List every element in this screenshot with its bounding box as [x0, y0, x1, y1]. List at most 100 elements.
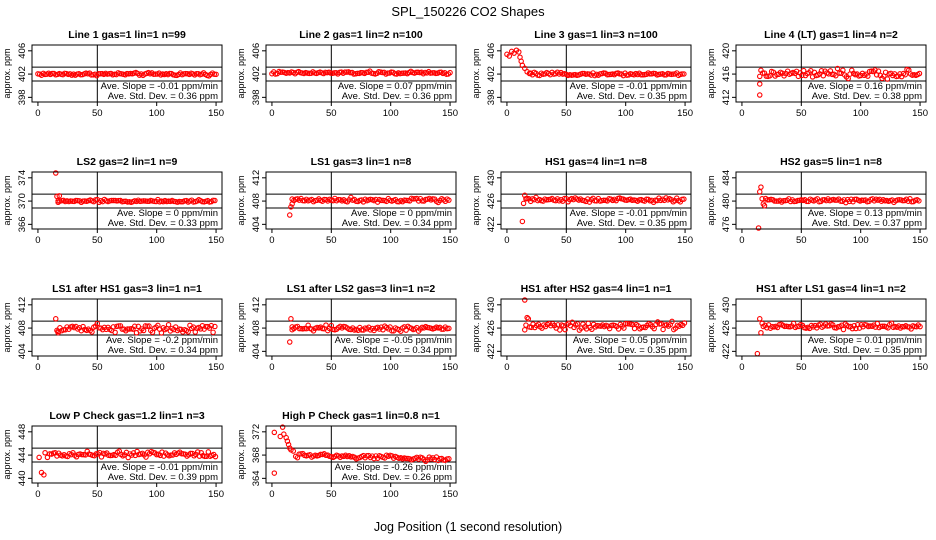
data-point — [110, 197, 117, 204]
x-tick-label: 150 — [677, 108, 693, 119]
stats-label: Ave. Std. Dev. = 0.35 ppm — [812, 345, 922, 356]
x-tick-label: 150 — [912, 108, 928, 119]
x-tick-label: 100 — [383, 235, 399, 246]
plot-frame — [31, 171, 223, 230]
stats-label: Ave. Slope = -0.01 ppm/min — [570, 208, 687, 219]
data-point — [203, 453, 210, 460]
y-tick-label: 412 — [251, 170, 262, 186]
chart-panel: Low P Check gas=1.2 lin=1 n=3 approx. ppm… — [2, 410, 224, 500]
x-tick-label: 100 — [383, 362, 399, 373]
data-point — [917, 323, 923, 330]
y-tick-label: 366 — [17, 216, 28, 232]
y-axis-label: approx. ppm — [236, 302, 246, 352]
x-tick-label: 0 — [739, 108, 744, 119]
y-axis-label: approx. ppm — [471, 48, 481, 98]
plot-frame — [31, 425, 223, 484]
x-tick-label: 150 — [442, 489, 458, 500]
y-tick-label: 412 — [251, 297, 262, 313]
x-tick-label: 100 — [853, 108, 869, 119]
data-point — [845, 75, 851, 82]
data-point — [96, 449, 103, 456]
y-tick-label: 484 — [721, 170, 732, 186]
x-tick-label: 0 — [504, 235, 509, 246]
stats-label: Ave. Slope = 0.05 ppm/min — [573, 335, 687, 346]
y-axis-label: approx. ppm — [706, 48, 716, 98]
y-tick-label: 426 — [486, 320, 497, 336]
x-tick-label: 0 — [35, 235, 40, 246]
x-tick-label: 50 — [796, 362, 807, 373]
chart-panel: HS1 gas=4 lin=1 n=8 approx. ppm 0 50 100 150 4… — [471, 156, 693, 246]
y-tick-label: 430 — [721, 297, 732, 313]
data-point — [756, 81, 763, 87]
data-point — [271, 470, 278, 476]
data-point — [52, 170, 59, 176]
stats-label: Ave. Slope = 0.16 ppm/min — [808, 81, 922, 92]
stats-label: Ave. Slope = -0.01 ppm/min — [101, 462, 218, 473]
data-point — [279, 424, 286, 430]
data-point — [342, 69, 348, 75]
data-point — [271, 429, 278, 436]
data-point — [403, 197, 409, 204]
data-point — [799, 72, 805, 79]
y-tick-label: 374 — [17, 170, 28, 186]
y-tick-label: 448 — [17, 424, 28, 440]
y-tick-label: 422 — [486, 343, 497, 359]
y-tick-label: 408 — [251, 193, 262, 209]
stats-label: Ave. Std. Dev. = 0.34 ppm — [108, 345, 218, 356]
data-point — [589, 326, 595, 333]
chart-panel: LS2 gas=2 lin=1 n=9 approx. ppm 0 50 100 150 3… — [2, 156, 224, 246]
y-axis-label: approx. ppm — [2, 48, 12, 98]
data-point — [178, 198, 184, 205]
stats-label: Ave. Slope = 0 ppm/min — [351, 208, 452, 219]
x-tick-label: 100 — [149, 489, 165, 500]
data-point — [185, 329, 191, 335]
x-tick-label: 100 — [853, 235, 869, 246]
data-point — [600, 197, 607, 204]
stats-label: Ave. Slope = 0.07 ppm/min — [338, 81, 452, 92]
y-tick-label: 412 — [721, 89, 732, 105]
panel-title: Line 3 gas=1 lin=3 n=100 — [534, 29, 658, 41]
plot-frame — [31, 44, 223, 103]
data-point — [521, 297, 528, 303]
data-point — [819, 197, 826, 203]
stats-label: Ave. Slope = 0 ppm/min — [117, 208, 218, 219]
data-point — [832, 197, 838, 203]
data-point — [89, 329, 95, 335]
data-point — [516, 49, 522, 55]
x-tick-label: 0 — [269, 108, 274, 119]
data-point — [669, 318, 675, 325]
data-point — [213, 71, 219, 78]
x-tick-label: 100 — [149, 362, 165, 373]
x-tick-label: 150 — [208, 235, 224, 246]
data-point — [818, 68, 825, 74]
data-point — [212, 197, 218, 204]
data-point — [286, 212, 293, 218]
y-tick-label: 406 — [17, 43, 28, 59]
figure-xlabel: Jog Position (1 second resolution) — [374, 520, 562, 534]
data-point — [323, 322, 329, 328]
plot-frame — [265, 298, 457, 357]
y-tick-label: 426 — [486, 193, 497, 209]
data-point — [446, 325, 452, 332]
data-point — [131, 323, 138, 330]
data-point — [525, 316, 532, 322]
data-point — [555, 322, 561, 328]
y-tick-label: 408 — [17, 320, 28, 336]
data-point — [681, 320, 688, 326]
x-tick-label: 100 — [383, 489, 399, 500]
x-tick-label: 100 — [618, 362, 634, 373]
x-tick-label: 150 — [677, 362, 693, 373]
data-point — [800, 67, 807, 74]
data-point — [773, 198, 780, 204]
data-point — [42, 450, 48, 456]
plot-frame — [735, 44, 927, 103]
data-point — [884, 76, 891, 82]
stats-label: Ave. Slope = -0.05 ppm/min — [335, 335, 452, 346]
data-point — [681, 196, 687, 202]
y-axis-label: approx. ppm — [471, 302, 481, 352]
data-point — [759, 196, 765, 202]
x-tick-label: 50 — [326, 489, 337, 500]
data-point — [574, 321, 581, 327]
data-point — [88, 72, 95, 78]
x-tick-label: 150 — [208, 489, 224, 500]
